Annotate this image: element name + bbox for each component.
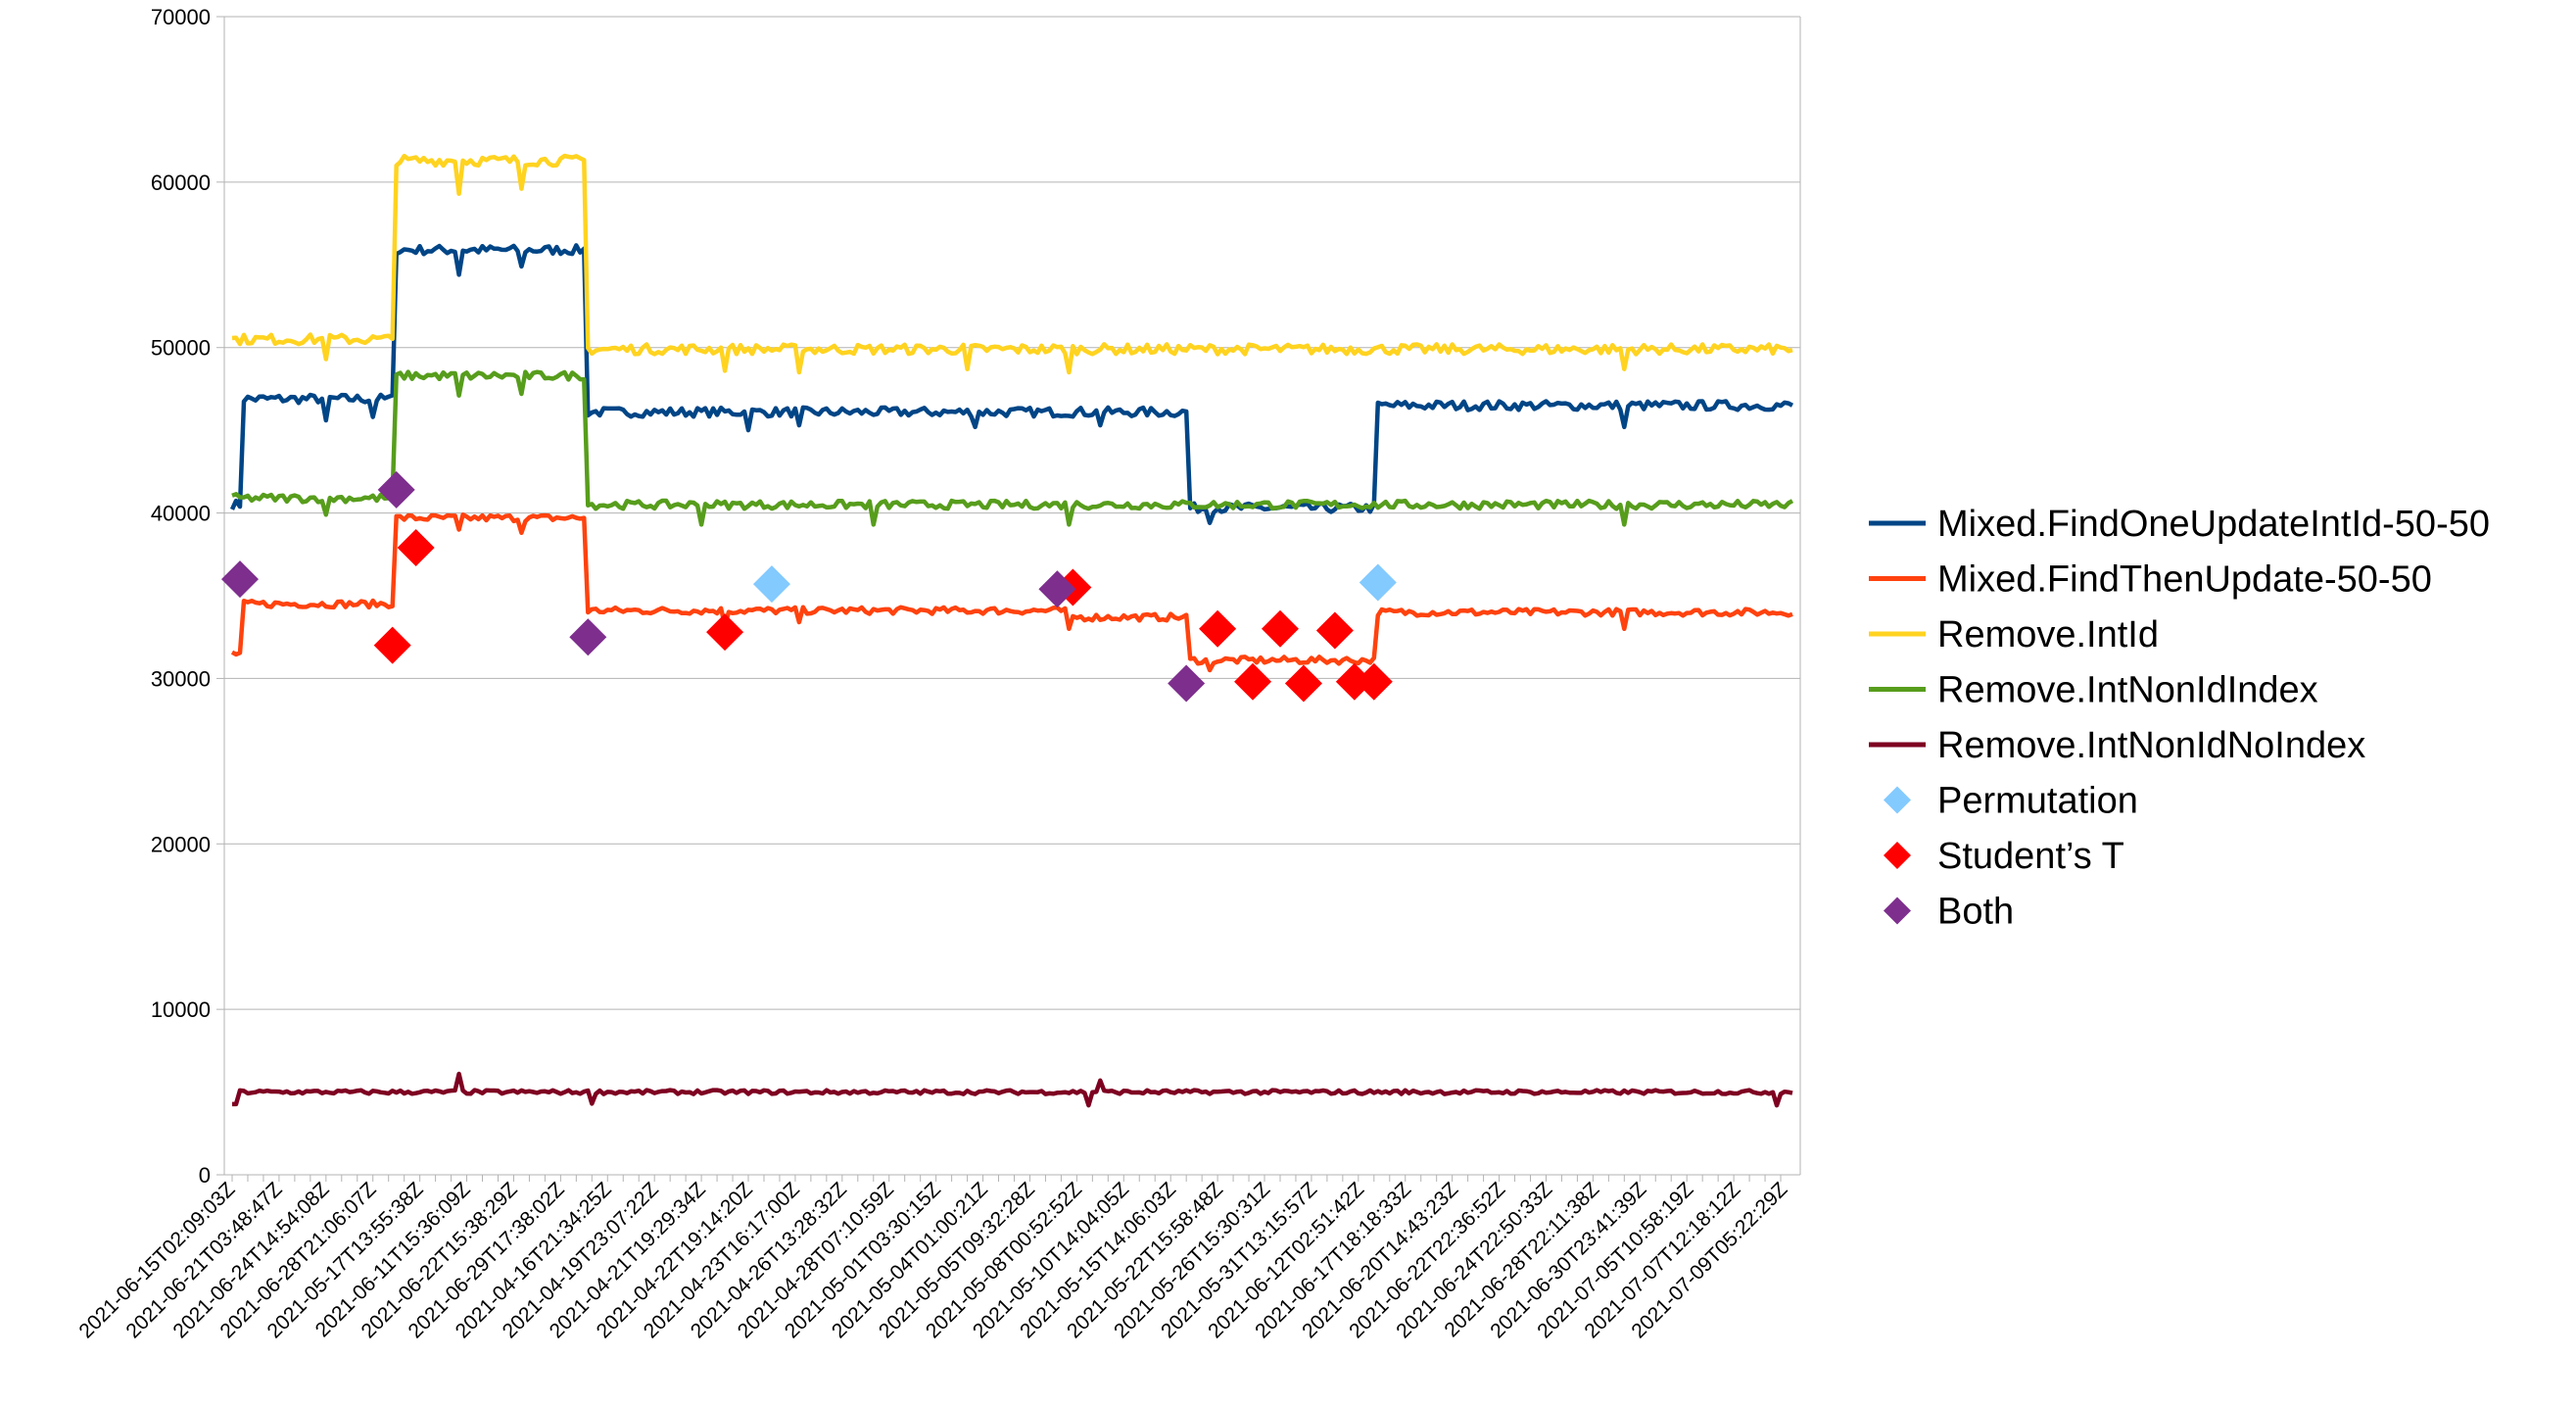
- y-tick-label: 20000: [151, 832, 211, 856]
- marker-student-s-t: [373, 626, 411, 664]
- legend-label: Mixed.FindOneUpdateIntId-50-50: [1937, 504, 2490, 545]
- marker-both: [569, 618, 607, 656]
- marker-student-s-t: [1234, 662, 1272, 701]
- marker-both: [220, 560, 259, 599]
- marker-student-s-t: [1199, 609, 1237, 648]
- marker-student-s-t: [1261, 609, 1299, 648]
- legend-label: Both: [1937, 892, 2014, 933]
- legend-diamond: [1884, 897, 1911, 925]
- legend-label: Remove.IntNonIdIndex: [1937, 670, 2318, 711]
- marker-student-s-t: [1355, 662, 1393, 701]
- y-tick-label: 10000: [151, 997, 211, 1022]
- marker-both: [1168, 664, 1206, 703]
- series-lines: [229, 153, 1794, 1108]
- y-tick-label: 70000: [151, 5, 211, 29]
- y-axis-ticks: 0 10000 20000 30000 40000 50000 60000 70000: [151, 5, 224, 1188]
- legend: Mixed.FindOneUpdateIntId-50-50 Mixed.Find…: [1869, 504, 2490, 933]
- series-line-mixed-findoneupdateintid-50-50: [229, 243, 1794, 525]
- marker-student-s-t: [397, 529, 435, 567]
- marker-student-s-t: [1335, 662, 1373, 701]
- y-tick-label: 0: [199, 1163, 211, 1188]
- legend-label: Student’s T: [1937, 836, 2124, 877]
- legend-label: Remove.IntId: [1937, 614, 2159, 655]
- legend-diamond: [1884, 842, 1911, 869]
- marker-student-s-t: [706, 613, 744, 652]
- series-line-remove-intid: [231, 153, 1793, 375]
- y-tick-label: 30000: [151, 666, 211, 691]
- x-axis-ticks: 2021-06-15T02:09:03Z2021-06-21T03:48:47Z…: [74, 1175, 1792, 1342]
- marker-both: [377, 470, 415, 509]
- marker-both: [1038, 570, 1076, 608]
- legend-label: Remove.IntNonIdNoIndex: [1937, 725, 2365, 766]
- y-tick-label: 40000: [151, 502, 211, 526]
- axes: [223, 17, 1801, 1176]
- series-line-mixed-findthenupdate-50-50: [230, 512, 1793, 673]
- series-line-remove-intnonidnoindex: [232, 1071, 1793, 1108]
- marker-student-s-t: [1284, 664, 1322, 703]
- legend-label: Permutation: [1937, 781, 2138, 822]
- marker-student-s-t: [1315, 611, 1354, 650]
- y-tick-label: 60000: [151, 170, 211, 195]
- legend-label: Mixed.FindThenUpdate-50-50: [1937, 559, 2432, 601]
- legend-diamond: [1884, 786, 1911, 814]
- series-line-remove-intnonidindex: [231, 369, 1794, 527]
- marker-permutation: [1359, 563, 1397, 602]
- y-tick-label: 50000: [151, 336, 211, 361]
- significance-markers: [220, 470, 1397, 703]
- marker-permutation: [752, 565, 790, 604]
